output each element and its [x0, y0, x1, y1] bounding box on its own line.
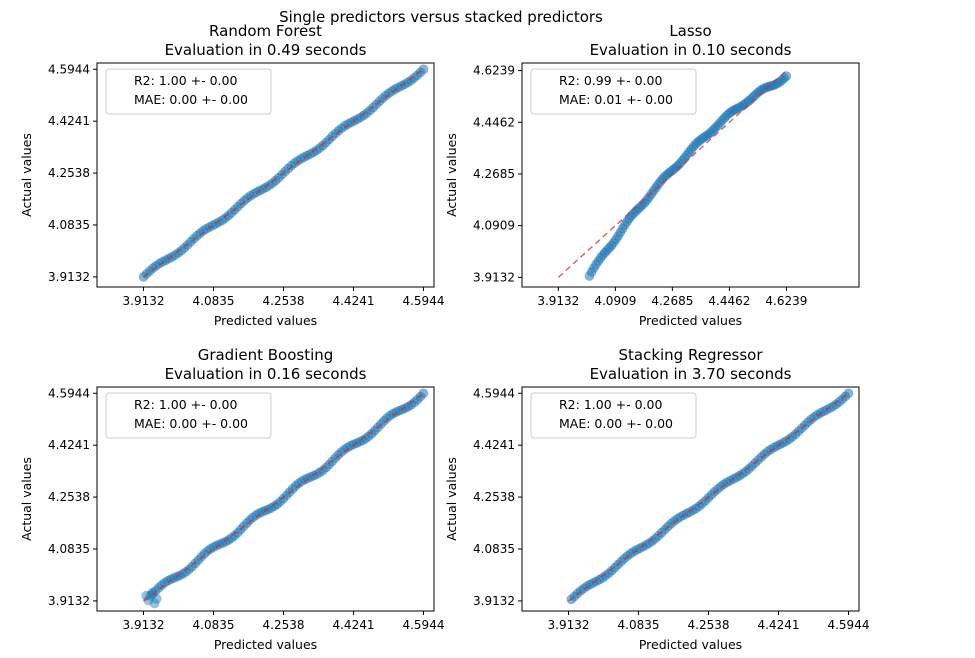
lasso-xtick-label: 4.0909	[594, 294, 636, 308]
gradient-boosting-ytick-label: 3.9132	[48, 594, 90, 608]
random-forest-diagonal-line	[143, 68, 424, 278]
stacking-regressor-xlabel: Predicted values	[639, 637, 742, 652]
random-forest-xtick-label: 3.9132	[123, 294, 165, 308]
lasso-xlabel: Predicted values	[639, 313, 742, 328]
lasso-legend-entry: MAE: 0.01 +- 0.00	[559, 92, 673, 107]
stacking-regressor-title: Stacking Regressor	[618, 346, 763, 364]
stacking-regressor-ytick-label: 4.0835	[473, 542, 515, 556]
stacking-regressor-ytick-label: 3.9132	[473, 594, 515, 608]
stacking-regressor-legend-box	[530, 392, 697, 439]
stacking-regressor-xtick-label: 4.2538	[688, 618, 730, 632]
gradient-boosting-xtick-label: 4.0835	[193, 618, 235, 632]
gradient-boosting-xtick-label: 4.2538	[263, 618, 305, 632]
random-forest-xtick-label: 4.0835	[193, 294, 235, 308]
stacking-regressor-xtick-label: 4.4241	[757, 618, 799, 632]
lasso-title: Lasso	[669, 22, 711, 40]
random-forest-ylabel: Actual values	[19, 133, 34, 217]
stacking-regressor-legend: R2: 1.00 +- 0.00 MAE: 0.00 +- 0.00	[530, 392, 697, 439]
lasso-legend-entry: R2: 0.99 +- 0.00	[559, 73, 662, 88]
gradient-boosting-title: Gradient Boosting	[198, 346, 334, 364]
gradient-boosting-legend-entry: R2: 1.00 +- 0.00	[134, 397, 237, 412]
lasso-points	[584, 71, 792, 281]
lasso-subtitle: Evaluation in 0.10 seconds	[590, 41, 792, 59]
random-forest-ytick-label: 3.9132	[48, 270, 90, 284]
figure-suptitle: Single predictors versus stacked predict…	[279, 8, 603, 26]
lasso-legend: R2: 0.99 +- 0.00 MAE: 0.01 +- 0.00	[530, 68, 697, 115]
stacking-regressor-axes-frame	[521, 386, 860, 612]
gradient-boosting-ytick-label: 4.4241	[48, 438, 90, 452]
lasso-point	[781, 71, 792, 82]
random-forest-axes-frame	[96, 62, 435, 288]
lasso-legend-box	[530, 68, 697, 115]
stacking-regressor-ytick-label: 4.2538	[473, 490, 515, 504]
random-forest-xlabel: Predicted values	[214, 313, 317, 328]
gradient-boosting-legend-entry: MAE: 0.00 +- 0.00	[134, 416, 248, 431]
random-forest-xtick-label: 4.4241	[332, 294, 374, 308]
random-forest-ytick-label: 4.0835	[48, 218, 90, 232]
lasso-diagonal-line	[557, 70, 787, 278]
stacking-regressor-legend-entry: R2: 1.00 +- 0.00	[559, 397, 662, 412]
gradient-boosting-legend: R2: 1.00 +- 0.00 MAE: 0.00 +- 0.00	[105, 392, 272, 439]
gradient-boosting-xtick-label: 3.9132	[123, 618, 165, 632]
lasso-ytick-label: 3.9132	[473, 270, 515, 284]
gradient-boosting-point	[151, 593, 162, 604]
gradient-boosting-ytick-label: 4.0835	[48, 542, 90, 556]
lasso-xtick-label: 4.6239	[765, 294, 807, 308]
lasso-ytick-label: 4.4462	[473, 115, 515, 129]
gradient-boosting-ytick-label: 4.2538	[48, 490, 90, 504]
gradient-boosting-xtick-label: 4.5944	[402, 618, 444, 632]
gradient-boosting-subtitle: Evaluation in 0.16 seconds	[165, 365, 367, 383]
stacking-regressor-xtick-label: 4.5944	[827, 618, 869, 632]
gradient-boosting-point	[141, 590, 152, 601]
lasso-xtick-label: 4.4462	[708, 294, 750, 308]
stacking-regressor-ylabel: Actual values	[444, 457, 459, 541]
stacking-regressor-diagonal-line	[568, 392, 849, 602]
gradient-boosting-point	[147, 587, 158, 598]
random-forest-xtick-label: 4.5944	[402, 294, 444, 308]
stacking-regressor-ytick-label: 4.5944	[473, 386, 515, 400]
gradient-boosting-points	[141, 388, 429, 609]
lasso-ytick-label: 4.0909	[473, 219, 515, 233]
random-forest-legend-entry: MAE: 0.00 +- 0.00	[134, 92, 248, 107]
random-forest-xtick-label: 4.2538	[263, 294, 305, 308]
stacking-regressor-subtitle: Evaluation in 3.70 seconds	[590, 365, 792, 383]
random-forest-ytick-label: 4.4241	[48, 114, 90, 128]
random-forest-legend-box	[105, 68, 272, 115]
lasso-ytick-label: 4.6239	[473, 64, 515, 78]
lasso-xtick-label: 3.9132	[537, 294, 579, 308]
random-forest-legend-entry: R2: 1.00 +- 0.00	[134, 73, 237, 88]
lasso-xtick-label: 4.2685	[651, 294, 693, 308]
random-forest-ytick-label: 4.2538	[48, 166, 90, 180]
gradient-boosting-axes-frame	[96, 386, 435, 612]
lasso-ytick-label: 4.2685	[473, 167, 515, 181]
random-forest-ytick-label: 4.5944	[48, 62, 90, 76]
stacking-regressor-ytick-label: 4.4241	[473, 438, 515, 452]
gradient-boosting-ylabel: Actual values	[19, 457, 34, 541]
gradient-boosting-point	[149, 598, 160, 609]
random-forest-subtitle: Evaluation in 0.49 seconds	[165, 41, 367, 59]
gradient-boosting-xtick-label: 4.4241	[332, 618, 374, 632]
stacking-regressor-xtick-label: 3.9132	[548, 618, 590, 632]
gradient-boosting-diagonal-line	[143, 392, 424, 602]
random-forest-title: Random Forest	[209, 22, 322, 40]
gradient-boosting-xlabel: Predicted values	[214, 637, 317, 652]
random-forest-legend: R2: 1.00 +- 0.00 MAE: 0.00 +- 0.00	[105, 68, 272, 115]
stacking-regressor-legend-entry: MAE: 0.00 +- 0.00	[559, 416, 673, 431]
gradient-boosting-ytick-label: 4.5944	[48, 386, 90, 400]
gradient-boosting-legend-box	[105, 392, 272, 439]
lasso-ylabel: Actual values	[444, 133, 459, 217]
lasso-axes-frame	[521, 62, 860, 288]
gradient-boosting-point	[143, 595, 154, 606]
stacking-regressor-xtick-label: 4.0835	[618, 618, 660, 632]
